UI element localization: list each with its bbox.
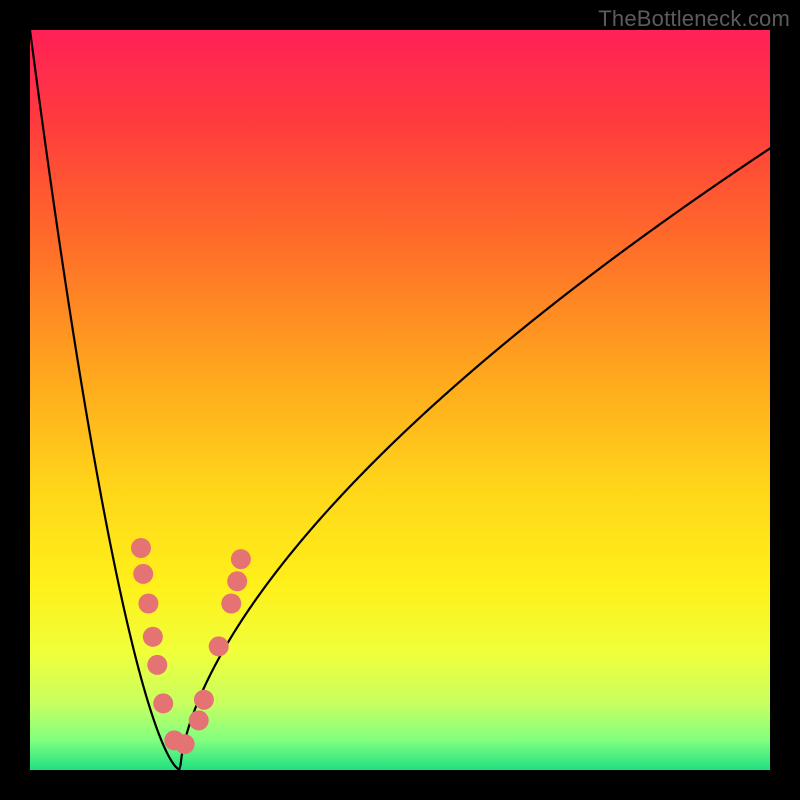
marker-dot (231, 549, 251, 569)
marker-dot (189, 710, 209, 730)
chart-root: TheBottleneck.com (0, 0, 800, 800)
marker-dot (131, 538, 151, 558)
marker-dot (138, 594, 158, 614)
marker-dot (143, 627, 163, 647)
marker-dot (133, 564, 153, 584)
marker-dot (153, 693, 173, 713)
watermark-text: TheBottleneck.com (598, 6, 790, 32)
bottleneck-plot (30, 30, 770, 770)
marker-dot (175, 734, 195, 754)
marker-dot (227, 571, 247, 591)
marker-dot (194, 690, 214, 710)
marker-dot (147, 655, 167, 675)
marker-dot (209, 636, 229, 656)
marker-dot (221, 594, 241, 614)
gradient-background (30, 30, 770, 770)
